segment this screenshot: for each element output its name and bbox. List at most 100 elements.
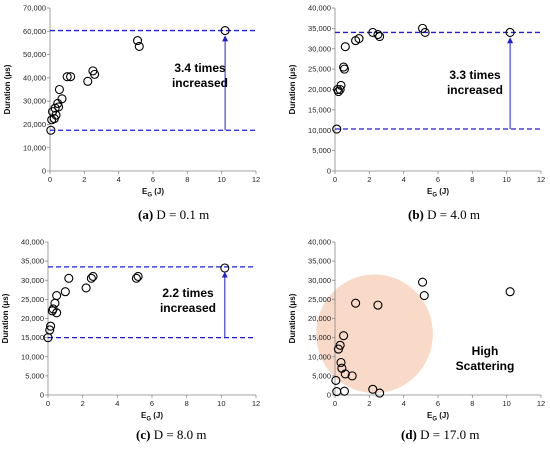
x-tick-label: 4 — [117, 175, 121, 184]
data-point — [373, 29, 383, 40]
data-point — [331, 375, 341, 386]
data-point — [339, 64, 349, 74]
x-tick-label: 6 — [151, 175, 155, 184]
y-tick-label: 30,000 — [308, 276, 331, 285]
panel-caption: (a) D = 0.1 m — [138, 207, 209, 222]
data-point — [220, 263, 230, 273]
x-tick-label: 6 — [436, 175, 440, 184]
y-tick-label: 25,000 — [308, 295, 331, 304]
y-tick-label: 40,000 — [21, 238, 44, 247]
data-point — [336, 357, 346, 368]
annotation-text: increased — [172, 76, 228, 90]
x-tick-label: 12 — [252, 399, 260, 408]
y-tick-label: 15,000 — [308, 105, 331, 114]
data-point — [351, 298, 361, 308]
y-axis-label: Duration (μs) — [3, 64, 12, 114]
data-point — [83, 76, 93, 86]
x-tick-label: 6 — [436, 399, 440, 408]
y-tick-label: 35,000 — [308, 24, 331, 33]
data-point — [339, 331, 349, 341]
chart-panel-d: 0 5,000 10,000 15,000 20,000 25,000 30,000 35,0… — [288, 238, 545, 442]
x-tick-label: 10 — [502, 175, 510, 184]
y-tick-label: 0 — [327, 391, 331, 400]
data-point — [52, 308, 62, 318]
x-tick-label: 2 — [367, 399, 371, 408]
data-point — [45, 325, 55, 335]
y-tick-label: 10,000 — [308, 352, 331, 361]
chart-panel-b: 0 5,000 10,000 15,000 20,000 25,000 30,000 35,0… — [288, 4, 545, 222]
y-axis-label: Duration (μs) — [1, 293, 10, 343]
chart-panel-a: 0 10,000 20,000 30,000 40,000 50,000 60,000 70,… — [3, 4, 260, 222]
x-tick-label: 10 — [217, 175, 225, 184]
y-axis-label: Duration (μs) — [288, 293, 297, 343]
data-point — [354, 34, 364, 44]
y-tick-label: 25,000 — [308, 65, 331, 74]
data-point — [81, 283, 91, 293]
data-point — [90, 69, 100, 79]
y-tick-label: 20,000 — [23, 120, 46, 129]
y-tick-label: 35,000 — [21, 257, 44, 266]
data-point — [505, 27, 515, 38]
data-point — [86, 273, 96, 283]
y-tick-label: 0 — [40, 391, 44, 400]
x-tick-label: 12 — [252, 175, 260, 184]
annotation-text: Scattering — [456, 359, 515, 373]
x-axis-label: EG (J) — [141, 411, 163, 423]
data-point — [66, 72, 76, 82]
data-point — [332, 387, 342, 397]
data-point — [368, 27, 378, 38]
x-axis-label: EG (J) — [142, 187, 164, 199]
y-tick-label: 35,000 — [308, 257, 331, 266]
x-axis-label: EG (J) — [427, 187, 449, 199]
y-tick-label: 10,000 — [308, 126, 331, 135]
y-tick-label: 60,000 — [23, 27, 46, 36]
y-tick-label: 50,000 — [23, 50, 46, 59]
y-tick-label: 40,000 — [308, 4, 331, 13]
x-tick-label: 10 — [217, 399, 225, 408]
data-point — [339, 386, 349, 396]
y-tick-label: 40,000 — [308, 238, 331, 247]
y-tick-label: 20,000 — [308, 85, 331, 94]
annotation-text: increased — [447, 83, 503, 97]
data-point — [62, 72, 72, 82]
y-tick-label: 15,000 — [308, 333, 331, 342]
annotation-text: 3.3 times — [449, 68, 501, 82]
data-point — [133, 271, 143, 281]
x-tick-label: 0 — [333, 399, 337, 408]
data-point — [50, 298, 60, 308]
x-tick-label: 8 — [470, 175, 474, 184]
data-point — [340, 369, 350, 379]
data-point — [52, 290, 62, 301]
y-tick-label: 30,000 — [21, 276, 44, 285]
y-tick-label: 30,000 — [23, 97, 46, 106]
data-point — [46, 321, 56, 331]
y-tick-label: 20,000 — [308, 314, 331, 323]
x-tick-label: 2 — [82, 175, 86, 184]
data-point — [88, 271, 98, 281]
data-point — [417, 277, 428, 287]
data-point — [133, 36, 143, 46]
data-point — [51, 110, 61, 120]
data-point — [420, 27, 430, 38]
x-tick-label: 10 — [502, 399, 510, 408]
data-point — [335, 84, 345, 95]
y-tick-label: 10,000 — [23, 143, 46, 152]
x-tick-label: 12 — [537, 175, 545, 184]
annotation-text: 2.2 times — [162, 286, 214, 300]
data-point — [54, 102, 64, 112]
data-point — [333, 86, 343, 97]
data-point — [336, 80, 346, 90]
y-tick-label: 5,000 — [25, 371, 44, 380]
annotation-text: increased — [160, 301, 216, 315]
data-point — [335, 340, 345, 350]
data-point — [505, 287, 515, 297]
chart-panel-c: 0 5,000 10,000 15,000 20,000 25,000 30,000 35,0… — [1, 238, 260, 442]
y-tick-label: 15,000 — [21, 333, 44, 342]
data-point — [373, 300, 383, 310]
x-tick-label: 6 — [150, 399, 154, 408]
data-point — [375, 31, 385, 42]
data-point — [332, 124, 342, 134]
y-tick-label: 25,000 — [21, 295, 44, 304]
x-tick-label: 12 — [537, 399, 545, 408]
